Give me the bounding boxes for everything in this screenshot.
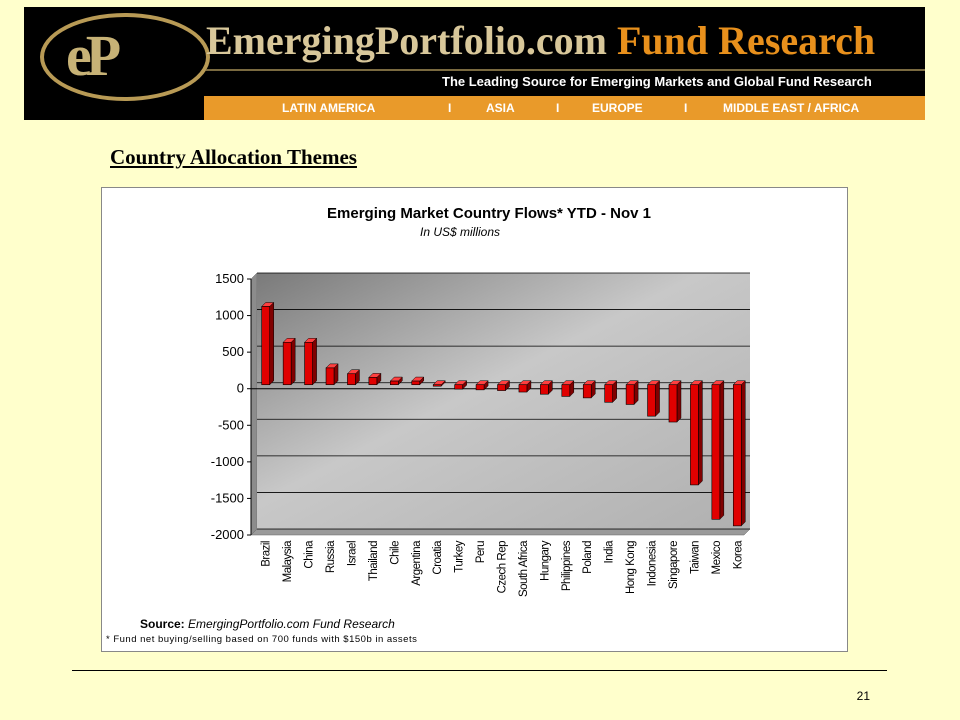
bar-side [676,380,682,423]
bar-chart: Emerging Market Country Flows* YTD - Nov… [106,205,751,645]
chart-container: Emerging Market Country Flows* YTD - Nov… [101,187,848,652]
banner-title: EmergingPortfolio.com Fund Research [206,11,875,71]
bar [432,384,442,387]
x-tick-label: Korea [732,540,744,569]
header-banner: eP EmergingPortfolio.com Fund Research T… [24,7,925,120]
bar-side [698,380,703,486]
x-tick-label: Mexico [711,541,723,575]
bar-side [312,337,317,386]
region-separator: I [684,101,688,115]
y-tick-label: -1000 [211,454,244,469]
bar [732,384,742,527]
bar [454,384,463,390]
bar [625,384,635,405]
x-tick-label: Indonesia [647,540,659,586]
banner-divider [206,69,925,71]
bar [582,384,592,399]
chart-footnote: * Fund net buying/selling based on 700 f… [106,634,417,645]
region-europe[interactable]: EUROPE [592,101,643,115]
region-latin-america[interactable]: LATIN AMERICA [282,101,376,115]
chart-title: Emerging Market Country Flows* YTD - Nov… [327,205,651,222]
y-tick-label: 500 [222,344,244,359]
page-title: Country Allocation Themes [110,145,357,169]
y-tick-label: 1500 [215,271,244,286]
bar [561,384,571,397]
bar [518,384,528,393]
bar [668,384,678,423]
y-tick-label: -2000 [211,527,244,542]
x-tick-label: Brazil [261,541,273,567]
x-tick-label: Hungary [539,540,551,581]
bar [347,373,356,386]
banner-tagline: The Leading Source for Emerging Markets … [442,74,872,89]
region-separator: I [448,101,452,115]
x-tick-label: South Africa [518,540,530,597]
bar [690,384,699,486]
region-asia[interactable]: ASIA [486,101,515,115]
bar [647,384,656,417]
y-tick-label: -1500 [211,490,244,505]
x-tick-label: Singapore [668,541,680,589]
region-separator: I [556,101,560,115]
x-tick-label: Chile [389,541,401,565]
banner-title-part2: Fund Research [617,18,876,63]
banner-title-part1: EmergingPortfolio.com [206,18,607,63]
y-tick-label: 1000 [215,308,244,323]
bar-side [719,380,725,520]
source-label: Source: [140,617,185,631]
x-tick-label: Thailand [368,541,380,581]
bar [475,384,485,391]
bar [368,377,378,386]
plot-side-wall [250,272,258,536]
source-text: EmergingPortfolio.com Fund Research [188,617,395,631]
x-tick-label: Taiwan [689,541,701,574]
x-tick-label: Argentina [411,540,423,586]
bar [390,380,399,386]
bar [604,384,613,403]
plot-floor [250,528,751,536]
x-tick-label: Israel [346,541,358,566]
bar [261,306,271,386]
page-number: 21 [856,689,870,703]
x-tick-label: India [604,540,616,564]
x-tick-label: Peru [475,541,487,563]
x-tick-label: Russia [325,540,337,573]
bar-side [655,380,660,417]
chart-subtitle: In US$ millions [420,225,500,239]
x-tick-label: Hong Kong [625,541,637,594]
region-nav-bar: LATIN AMERICA I ASIA I EUROPE I MIDDLE E… [204,96,925,120]
x-tick-label: China [304,540,316,569]
x-tick-label: Malaysia [282,540,294,582]
bar [711,384,721,520]
bar-side [290,337,296,386]
y-tick-label: 0 [237,381,244,396]
x-tick-label: Poland [582,541,594,574]
region-middle-east-africa[interactable]: MIDDLE EAST / AFRICA [723,101,860,115]
chart-source: Source: EmergingPortfolio.com Fund Resea… [140,617,395,631]
x-tick-label: Philippines [561,540,573,591]
logo-ring [40,13,210,101]
plot-area [257,273,750,529]
bar [304,341,313,386]
bar-side [269,301,274,386]
footer-divider [72,670,887,671]
bar [411,380,421,386]
bar [282,341,292,386]
x-tick-label: Croatia [432,540,444,575]
x-tick-label: Turkey [454,540,466,572]
y-tick-label: -500 [218,417,244,432]
bar [325,367,335,386]
bar [540,384,549,395]
logo: eP [66,23,121,88]
bar-side [741,380,746,527]
x-tick-label: Czech Rep [497,541,509,593]
bar [497,384,506,391]
